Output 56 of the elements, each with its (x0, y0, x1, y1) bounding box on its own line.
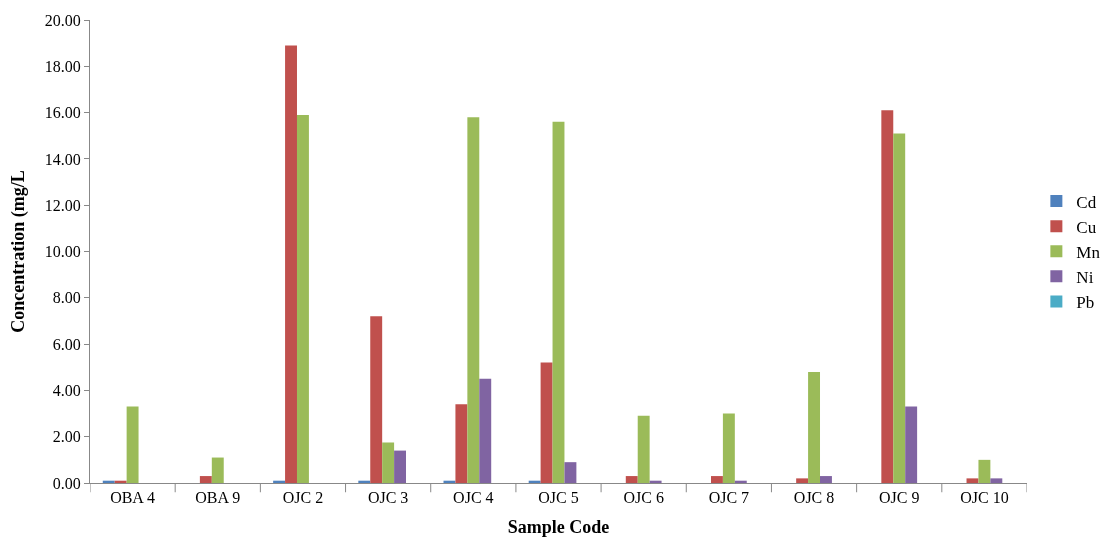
x-tick-label: OJC 8 (793, 489, 835, 507)
bar (881, 110, 894, 483)
y-tick-label: 12.00 (44, 196, 81, 214)
bar (893, 133, 906, 483)
bar (637, 415, 650, 483)
bar (285, 45, 297, 483)
bar (820, 476, 832, 483)
y-axis-title: Concentration (mg/L (8, 170, 29, 333)
bar (978, 459, 991, 483)
y-tick-label: 10.00 (44, 243, 81, 261)
y-tick-label: 18.00 (44, 57, 81, 75)
x-tick-label: OJC 10 (960, 489, 1009, 507)
bar (552, 121, 565, 483)
x-tick-label: OJC 2 (282, 489, 324, 507)
y-tick-label: 2.00 (52, 428, 81, 446)
bar (394, 450, 407, 483)
bar (455, 404, 468, 483)
bar (905, 406, 918, 483)
bar (467, 117, 480, 483)
x-tick-label: OBA 4 (110, 489, 156, 507)
bar (370, 316, 383, 483)
legend-label: Mn (1076, 242, 1101, 262)
legend-label: Cu (1076, 217, 1097, 237)
bar (199, 476, 212, 483)
bar (710, 476, 723, 483)
y-tick-label: 4.00 (52, 382, 81, 399)
bar (382, 442, 395, 483)
legend-label: Ni (1076, 267, 1094, 287)
y-tick-label: 20.00 (44, 11, 81, 29)
x-tick-label: OJC 4 (453, 489, 494, 507)
y-tick-label: 8.00 (52, 289, 81, 307)
bar (564, 462, 577, 483)
y-tick-label: 0.00 (52, 474, 81, 492)
bar (966, 478, 979, 483)
x-tick-label: OBA 9 (195, 489, 241, 507)
bar (211, 457, 224, 483)
bar (625, 476, 638, 483)
y-tick-label: 14.00 (44, 150, 81, 168)
bar (126, 406, 139, 483)
bar (990, 478, 1003, 483)
x-tick-label: OJC 9 (879, 489, 920, 507)
y-tick-label: 6.00 (52, 335, 81, 353)
bar (722, 413, 735, 483)
y-tick-label: 16.00 (44, 104, 81, 122)
bar (796, 478, 809, 483)
x-tick-label: OJC 3 (367, 489, 409, 507)
bar (296, 114, 309, 483)
bar (808, 371, 821, 483)
legend-label: Cd (1076, 192, 1097, 212)
x-axis-title: Sample Code (507, 517, 610, 538)
bar (540, 362, 553, 483)
x-tick-label: OJC 5 (538, 489, 579, 507)
x-tick-label: OJC 6 (623, 489, 664, 507)
bar (479, 378, 492, 483)
x-tick-label: OJC 7 (708, 489, 750, 507)
legend-label: Pb (1076, 293, 1095, 313)
